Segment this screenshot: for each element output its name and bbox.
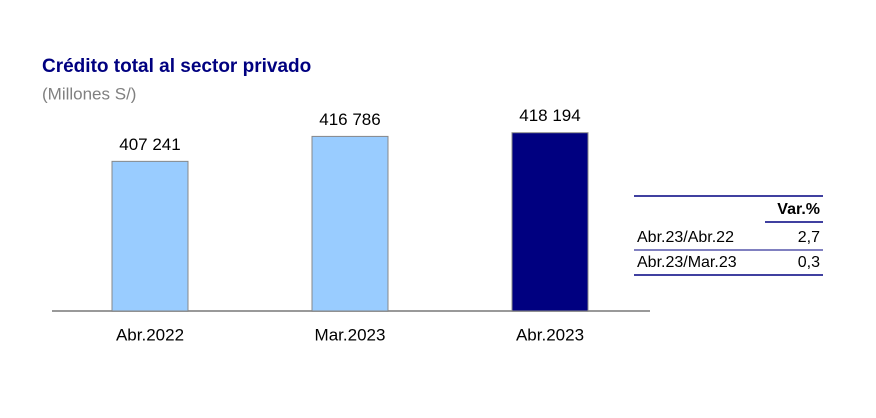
x-tick-label: Mar.2023 — [315, 325, 386, 344]
table-header: Var.% — [777, 201, 820, 218]
table-cell: Abr.23/Mar.23 — [637, 254, 737, 271]
chart-subtitle: (Millones S/) — [42, 84, 136, 103]
table-cell: 2,7 — [798, 229, 820, 246]
bar — [111, 160, 189, 312]
value-label: 416 786 — [319, 110, 380, 129]
value-label: 418 194 — [519, 106, 580, 125]
x-tick-label: Abr.2022 — [116, 325, 184, 344]
x-tick-label: Abr.2023 — [516, 325, 584, 344]
table-cell: 0,3 — [798, 254, 820, 271]
bar — [311, 135, 389, 312]
value-label: 407 241 — [119, 135, 180, 154]
table-cell: Abr.23/Abr.22 — [637, 229, 734, 246]
bar — [511, 132, 589, 312]
variation-table: Var.% Abr.23/Abr.22 2,7 Abr.23/Mar.23 0,… — [634, 195, 823, 276]
chart-title: Crédito total al sector privado — [42, 56, 311, 77]
